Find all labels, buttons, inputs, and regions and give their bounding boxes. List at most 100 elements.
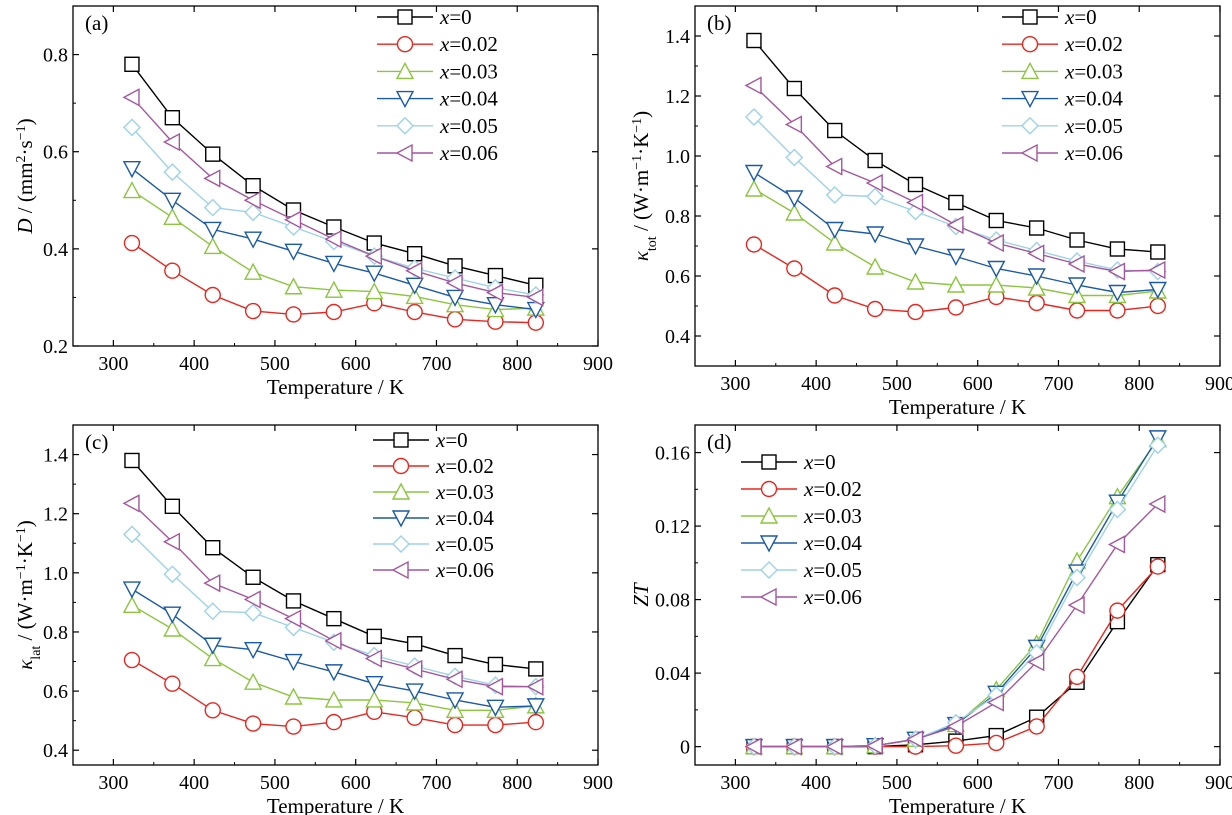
data-point	[1109, 302, 1126, 319]
y-axis-title: ZT	[629, 582, 653, 607]
legend-label: x=0.02	[435, 454, 494, 478]
data-point	[1107, 262, 1126, 281]
x-tick-label: 300	[720, 772, 750, 794]
data-point	[325, 303, 343, 321]
data-point	[164, 262, 181, 279]
panel-c: 300 400 500 600 700 800 900 0.4 0.6 0.8 1.0 1.2 1.4 T…	[13, 424, 613, 815]
data-point	[746, 32, 762, 49]
data-point	[203, 574, 221, 593]
data-point	[203, 169, 221, 188]
data-point	[986, 233, 1004, 253]
data-point	[445, 670, 463, 689]
data-point	[243, 672, 263, 690]
series-x006	[744, 76, 1166, 281]
data-point	[124, 56, 140, 72]
data-point	[946, 248, 966, 266]
y-tick-label: 1.2	[665, 86, 690, 108]
data-point	[1109, 602, 1126, 619]
legend-label: x=0.05	[1064, 114, 1123, 138]
data-point	[865, 257, 885, 275]
data-point	[485, 677, 504, 696]
data-point	[163, 565, 182, 584]
data-point	[203, 602, 222, 621]
series-x004	[744, 164, 1167, 302]
data-point	[244, 603, 263, 622]
legend-marker	[760, 561, 778, 579]
data-point	[1108, 500, 1127, 519]
data-point	[784, 737, 803, 756]
legend-marker	[396, 36, 414, 53]
x-tick-label: 700	[421, 772, 451, 794]
data-point	[406, 636, 423, 652]
series-line	[131, 502, 536, 688]
data-point	[527, 713, 545, 731]
data-point	[364, 246, 382, 266]
legend-marker	[391, 560, 409, 580]
data-point	[1067, 286, 1087, 304]
data-point	[1148, 494, 1166, 514]
data-point	[405, 286, 424, 305]
data-point	[122, 595, 142, 614]
data-point	[162, 132, 181, 152]
data-point	[947, 737, 965, 754]
plot-frame	[72, 424, 599, 766]
data-point	[406, 246, 423, 262]
data-point	[445, 273, 463, 293]
data-point	[364, 649, 382, 668]
legend-marker	[760, 480, 778, 498]
data-point	[203, 221, 222, 239]
data-point	[446, 716, 464, 734]
legend-marker	[396, 116, 414, 135]
data-point	[866, 300, 884, 318]
data-point	[284, 653, 303, 672]
data-point	[204, 702, 221, 719]
data-point	[406, 709, 423, 726]
series-x003	[122, 595, 545, 719]
data-point	[1027, 278, 1046, 296]
x-tick-label: 900	[583, 772, 613, 794]
series-x006	[122, 494, 544, 696]
data-point	[243, 262, 263, 280]
data-point	[365, 282, 384, 300]
data-point	[324, 280, 344, 298]
legend-label: x=0.06	[439, 141, 498, 165]
data-point	[526, 698, 545, 716]
data-point	[405, 683, 424, 701]
data-point	[122, 161, 142, 179]
series-x0	[124, 56, 544, 293]
legend-label: x=0.06	[803, 585, 862, 609]
x-tick-label: 800	[502, 772, 532, 794]
data-point	[284, 243, 303, 261]
data-point	[987, 260, 1006, 278]
data-point	[446, 311, 464, 328]
legend: x=0 x=0.02 x=0.03 x=0.04 x=0.05 x=0.06	[1002, 5, 1123, 165]
data-point	[946, 275, 966, 293]
data-point	[122, 525, 141, 544]
data-point	[1148, 281, 1167, 299]
legend-marker	[1020, 143, 1038, 163]
data-point	[1148, 436, 1167, 455]
legend-label: x=0.05	[435, 532, 494, 556]
data-point	[827, 122, 843, 139]
data-point	[987, 275, 1006, 293]
data-point	[1149, 558, 1167, 575]
data-point	[865, 736, 883, 755]
data-point	[123, 234, 141, 252]
x-tick-label: 500	[882, 772, 912, 794]
panel-label: (d)	[707, 430, 732, 454]
legend-marker	[759, 506, 779, 524]
legend-marker	[1021, 36, 1039, 53]
legend-marker	[393, 432, 409, 448]
legend-label: x=0.02	[1064, 32, 1123, 56]
data-point	[243, 641, 263, 660]
data-point	[405, 659, 423, 679]
x-tick-label: 600	[963, 772, 993, 794]
y-tick-label: 0.8	[43, 45, 68, 67]
panel-d: 300 400 500 600 700 800 900 0 0.04 0.08 0.12 0.16 Te…	[629, 424, 1232, 815]
data-point	[526, 288, 544, 307]
x-tick-label: 500	[882, 373, 912, 395]
data-point	[164, 498, 181, 515]
data-point	[1028, 294, 1045, 312]
data-point	[122, 494, 140, 513]
legend-marker	[391, 482, 411, 500]
